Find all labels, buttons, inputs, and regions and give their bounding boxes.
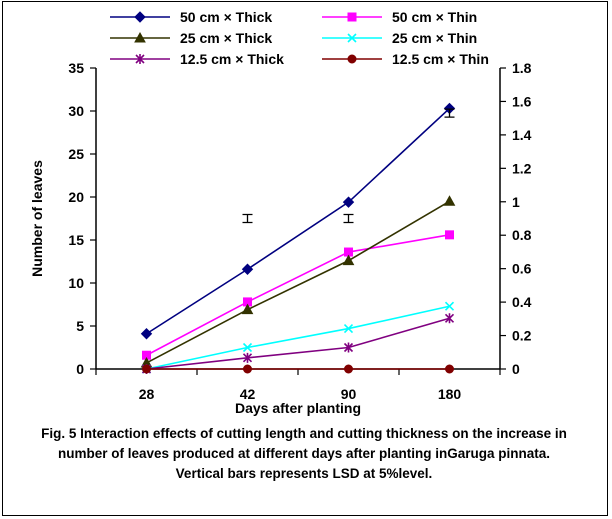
legend-marker [135,54,145,64]
lsd-error-bar [242,213,253,224]
series-line [146,305,450,370]
y2-tick-label: 1.8 [512,60,532,76]
y-tick-label: 5 [76,318,84,334]
data-point [142,364,151,374]
legend-label: 50 cm × Thick [180,9,272,25]
figure-caption: Fig. 5 Interaction effects of cutting le… [41,426,567,481]
lsd-error-bar [343,213,354,224]
series-line [146,107,451,335]
legend-label: 50 cm × Thin [392,9,477,25]
legend-label: 12.5 cm × Thin [392,51,489,67]
data-point [443,195,456,206]
lsd-error-bar [444,108,455,118]
series-line [146,317,450,370]
data-point [445,230,454,240]
y2-tick-label: 1.2 [512,160,532,176]
series-5 [141,313,455,374]
series-line [146,234,450,356]
x-tick-label: 180 [438,386,462,402]
series-line [146,200,450,364]
data-point [140,328,153,340]
data-point [444,301,455,311]
data-point [445,364,454,374]
y-axis-title: Number of leaves [29,160,45,277]
series-1 [140,102,456,340]
series-4 [141,301,455,374]
data-point [344,364,353,374]
data-point [242,342,253,353]
y-tick-label: 10 [68,275,84,291]
x-tick-label: 42 [240,386,256,402]
y-tick-label: 0 [76,361,84,377]
legend-marker [347,54,357,64]
legend-label: 25 cm × Thin [392,30,477,46]
legend-label: 25 cm × Thick [180,30,272,46]
y2-tick-label: 1.4 [512,127,532,143]
legend-item: 25 cm × Thin [322,30,477,46]
data-point [241,303,254,315]
x-tick-label: 28 [139,386,155,402]
legend-label: 12.5 cm × Thick [180,51,284,67]
data-point [243,364,252,374]
legend-item: 25 cm × Thick [110,30,272,46]
x-axis-title: Days after planting [235,400,361,416]
legend-item: 50 cm × Thick [110,9,272,25]
legend-item: 12.5 cm × Thin [322,51,489,67]
y2-tick-label: 0.4 [512,294,532,310]
series-3 [140,195,456,368]
legend-marker [134,31,146,43]
y-tick-label: 35 [68,60,84,76]
series-2 [142,230,454,360]
y2-tick-label: 1.6 [512,93,532,109]
y2-tick-label: 0 [512,361,520,377]
data-point [242,352,253,363]
legend-marker [347,33,357,43]
y-tick-label: 25 [68,146,84,162]
series-6 [142,364,454,374]
legend-marker [134,11,146,23]
data-point [343,324,354,334]
y-tick-label: 30 [68,103,84,119]
y-tick-label: 15 [68,232,84,248]
y-tick-label: 20 [68,189,84,205]
data-point [342,254,355,266]
legend-marker [347,12,357,22]
y2-tick-label: 1 [512,194,520,210]
data-point [343,342,354,353]
y2-tick-label: 0.6 [512,261,532,277]
y2-tick-label: 0.8 [512,227,532,243]
data-point [342,196,355,208]
data-point [444,313,455,324]
data-point [241,263,254,275]
legend-item: 50 cm × Thin [322,9,477,25]
x-tick-label: 90 [341,386,357,402]
legend-item: 12.5 cm × Thick [110,51,284,67]
y2-tick-label: 0.2 [512,328,532,344]
